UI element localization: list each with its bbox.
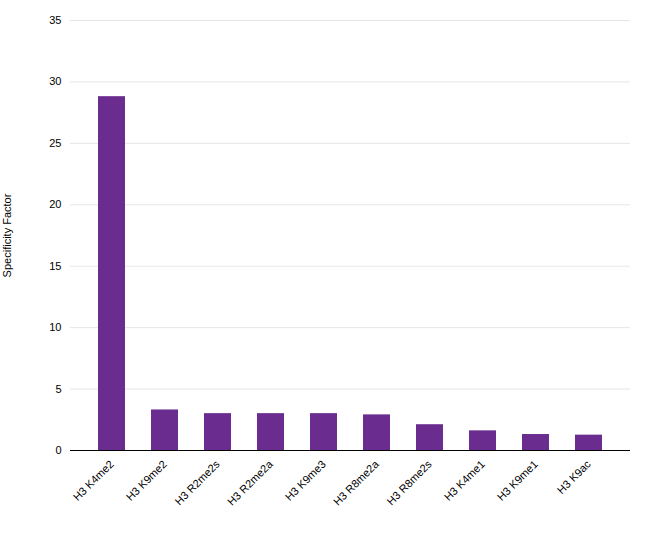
- svg-text:H3 K9me3: H3 K9me3: [283, 458, 328, 503]
- svg-text:H3 K9ac: H3 K9ac: [555, 457, 594, 496]
- svg-text:H3 R8me2a: H3 R8me2a: [331, 457, 382, 508]
- svg-text:H3 R8me2s: H3 R8me2s: [384, 457, 434, 507]
- svg-text:5: 5: [55, 383, 61, 395]
- svg-text:30: 30: [49, 75, 61, 87]
- svg-text:10: 10: [49, 321, 61, 333]
- svg-text:20: 20: [49, 198, 61, 210]
- svg-text:H3 K9me2: H3 K9me2: [124, 458, 169, 503]
- svg-text:H3 R2me2a: H3 R2me2a: [225, 457, 276, 508]
- svg-text:Specificity Factor: Specificity Factor: [1, 193, 13, 277]
- svg-text:H3 R2me2s: H3 R2me2s: [172, 457, 222, 507]
- svg-text:H3 K4me1: H3 K4me1: [442, 458, 487, 503]
- svg-text:H3 K4me2: H3 K4me2: [71, 458, 116, 503]
- svg-text:0: 0: [55, 444, 61, 456]
- svg-text:35: 35: [49, 14, 61, 26]
- svg-text:25: 25: [49, 137, 61, 149]
- svg-text:H3 K9me1: H3 K9me1: [495, 458, 540, 503]
- svg-text:15: 15: [49, 260, 61, 272]
